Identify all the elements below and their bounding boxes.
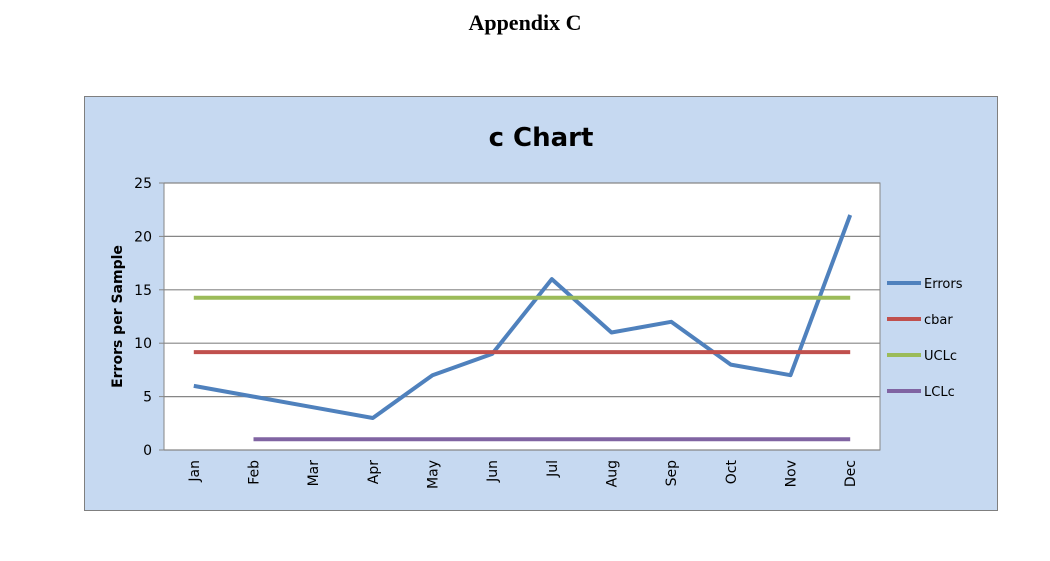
x-tick-label: Apr xyxy=(366,460,382,484)
y-tick-labels: 0 5 10 15 20 25 xyxy=(134,176,152,459)
legend: Errors cbar UCLc LCLc xyxy=(887,277,963,400)
y-tick-label: 10 xyxy=(134,336,152,352)
gridlines xyxy=(159,182,880,451)
x-tick-label: Jun xyxy=(485,460,501,483)
x-tick-label: Aug xyxy=(605,460,621,487)
x-tick-label: Nov xyxy=(784,460,800,487)
y-axis-label: Errors per Sample xyxy=(110,245,126,388)
x-tick-label: Mar xyxy=(306,460,322,487)
chart-title: c Chart xyxy=(489,123,594,153)
legend-label-uclc: UCLc xyxy=(924,349,957,364)
y-tick-label: 15 xyxy=(134,283,152,299)
series-lines xyxy=(193,214,853,442)
x-tick-label: Jan xyxy=(187,460,203,483)
x-tick-label: Feb xyxy=(247,460,263,485)
chart-frame xyxy=(84,96,998,511)
x-tick-label: Sep xyxy=(664,460,680,487)
y-tick-label: 20 xyxy=(134,229,152,245)
series-line-errors xyxy=(193,214,853,420)
y-tick-label: 25 xyxy=(134,176,152,192)
x-tick-label: May xyxy=(426,460,442,489)
legend-label-lclc: LCLc xyxy=(924,385,955,400)
y-tick-label: 0 xyxy=(143,443,152,459)
legend-label-errors: Errors xyxy=(924,277,963,292)
x-tick-label: Oct xyxy=(724,460,740,485)
legend-label-cbar: cbar xyxy=(924,313,953,328)
x-tick-label: Dec xyxy=(843,460,859,487)
x-tick-labels: Jan Feb Mar Apr May Jun Jul Aug Sep Oct Nov Dec xyxy=(187,460,859,489)
page-heading: Appendix C xyxy=(468,10,582,35)
c-chart: c Chart Errors per Sample 0 5 10 15 20 25 Jan… xyxy=(85,97,997,510)
y-tick-label: 5 xyxy=(143,390,152,406)
x-tick-label: Jul xyxy=(545,460,561,478)
